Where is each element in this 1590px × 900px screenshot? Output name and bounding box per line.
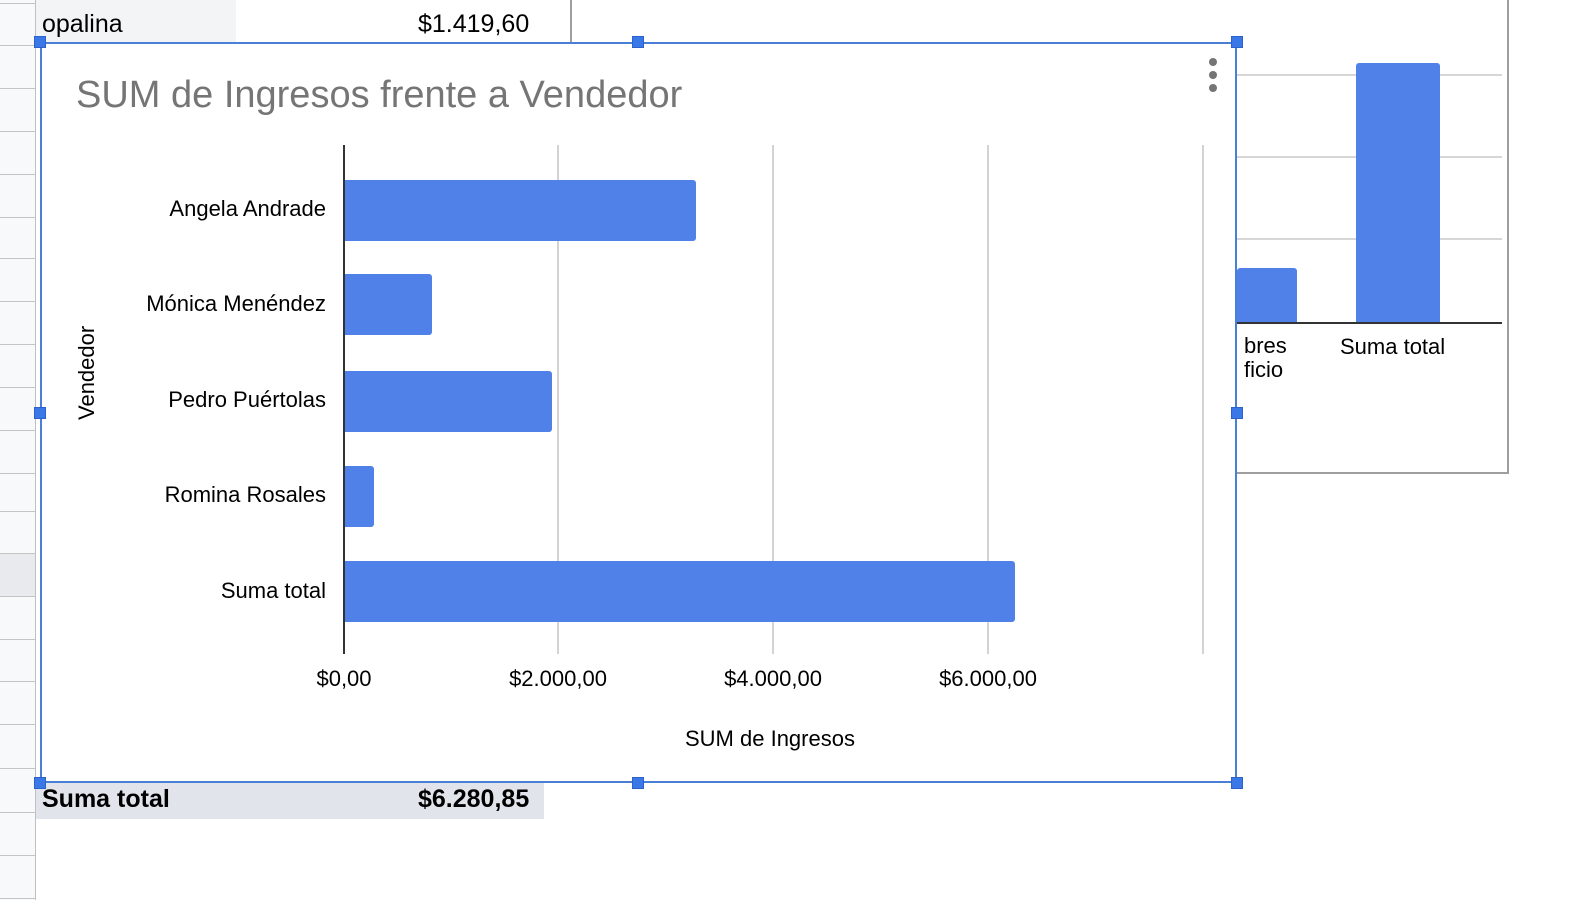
category-label: Angela Andrade — [169, 196, 326, 221]
cell-total-value[interactable]: $6.280,85 — [418, 785, 530, 813]
background-category-partial: bres ficio — [1244, 333, 1287, 382]
y-axis-line — [343, 145, 345, 654]
resize-handle-bottom-right[interactable] — [1231, 777, 1243, 789]
row-divider — [0, 174, 35, 175]
bar-romina-rosales[interactable] — [344, 466, 374, 527]
row-header-highlight[interactable] — [0, 553, 35, 596]
row-divider — [0, 473, 35, 474]
category-label: Pedro Puértolas — [168, 387, 326, 412]
row-divider — [0, 131, 35, 132]
cell-background — [36, 0, 236, 42]
row-divider — [0, 855, 35, 856]
total-row-background — [36, 783, 544, 819]
row-divider — [0, 3, 35, 4]
row-divider — [0, 301, 35, 302]
x-axis-title[interactable]: SUM de Ingresos — [685, 726, 855, 751]
gridline-6000 — [987, 145, 989, 654]
background-x-axis — [1232, 322, 1502, 324]
more-vert-icon — [1209, 71, 1217, 79]
row-divider — [0, 898, 35, 899]
background-category-total: Suma total — [1340, 334, 1446, 359]
row-divider — [0, 217, 35, 218]
gridline-2000 — [557, 145, 559, 654]
resize-handle-top-right[interactable] — [1231, 36, 1243, 48]
row-header-column — [0, 0, 36, 900]
category-label: Romina Rosales — [164, 482, 326, 507]
x-tick-label: $6.000,00 — [939, 666, 1037, 691]
resize-handle-left[interactable] — [34, 407, 46, 419]
x-tick-label: $0,00 — [316, 666, 372, 691]
category-label: Mónica Menéndez — [146, 291, 326, 316]
row-divider — [0, 258, 35, 259]
chart-menu-button[interactable] — [1206, 58, 1220, 92]
chart-title[interactable]: SUM de Ingresos frente a Vendedor — [76, 74, 683, 116]
row-divider — [0, 724, 35, 725]
cell-value-opalina[interactable]: $1.419,60 — [418, 10, 530, 38]
row-divider — [0, 387, 35, 388]
bar-angela-andrade[interactable] — [344, 180, 696, 241]
row-divider — [0, 344, 35, 345]
x-tick-label: $2.000,00 — [509, 666, 607, 691]
bar-suma-total[interactable] — [344, 561, 1015, 622]
x-tick-label: $4.000,00 — [724, 666, 822, 691]
row-divider — [0, 596, 35, 597]
gridline-4000 — [772, 145, 774, 654]
row-divider — [0, 511, 35, 512]
row-divider — [0, 45, 35, 46]
category-label: Suma total — [220, 578, 326, 603]
background-bar-total — [1356, 63, 1440, 323]
resize-handle-bottom[interactable] — [632, 777, 644, 789]
row-divider — [0, 812, 35, 813]
cell-total-label[interactable]: Suma total — [42, 785, 170, 813]
row-divider — [0, 553, 35, 554]
resize-handle-right[interactable] — [1231, 407, 1243, 419]
background-bar-partial — [1237, 268, 1297, 323]
row-divider — [0, 681, 35, 682]
row-divider — [0, 768, 35, 769]
resize-handle-top-left[interactable] — [34, 36, 46, 48]
more-vert-icon — [1209, 84, 1217, 92]
resize-handle-bottom-left[interactable] — [34, 777, 46, 789]
bar-pedro-puertolas[interactable] — [344, 371, 552, 432]
resize-handle-top[interactable] — [632, 36, 644, 48]
bar-monica-menendez[interactable] — [344, 274, 432, 335]
more-vert-icon — [1209, 58, 1217, 66]
row-divider — [0, 430, 35, 431]
row-divider — [0, 88, 35, 89]
row-divider — [0, 639, 35, 640]
y-axis-title[interactable]: Vendedor — [74, 325, 99, 420]
gridline-8000 — [1202, 145, 1204, 654]
cell-seller-opalina[interactable]: opalina — [42, 10, 123, 38]
